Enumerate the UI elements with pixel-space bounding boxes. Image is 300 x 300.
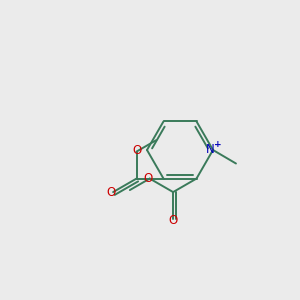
Text: O: O <box>106 186 115 199</box>
Text: O: O <box>169 214 178 227</box>
Text: +: + <box>214 140 221 149</box>
Text: O: O <box>143 172 153 185</box>
Text: O: O <box>132 144 141 157</box>
Text: N: N <box>206 143 215 156</box>
